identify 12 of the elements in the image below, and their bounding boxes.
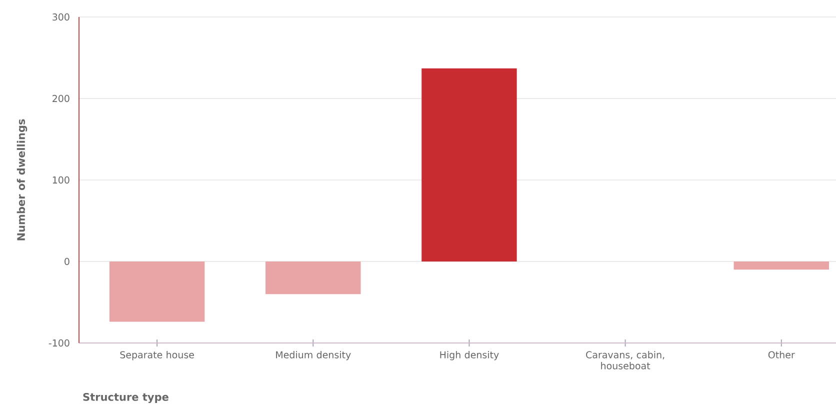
- x-tick-label: Other: [768, 351, 795, 358]
- y-tick-label: 300: [52, 13, 70, 21]
- y-tick-label: 200: [52, 94, 70, 102]
- x-tick-label: Caravans, cabin, houseboat: [586, 351, 664, 370]
- x-axis-title: Structure type: [83, 392, 168, 404]
- y-tick-label: -100: [48, 339, 70, 347]
- x-tick-label: Medium density: [276, 351, 351, 360]
- y-tick-label: 0: [64, 258, 70, 266]
- x-tick-label: High density: [440, 351, 499, 360]
- y-tick-label: 100: [52, 176, 70, 184]
- y-axis-title: Number of dwellings: [16, 119, 28, 240]
- x-tick-label: Separate house: [120, 351, 194, 360]
